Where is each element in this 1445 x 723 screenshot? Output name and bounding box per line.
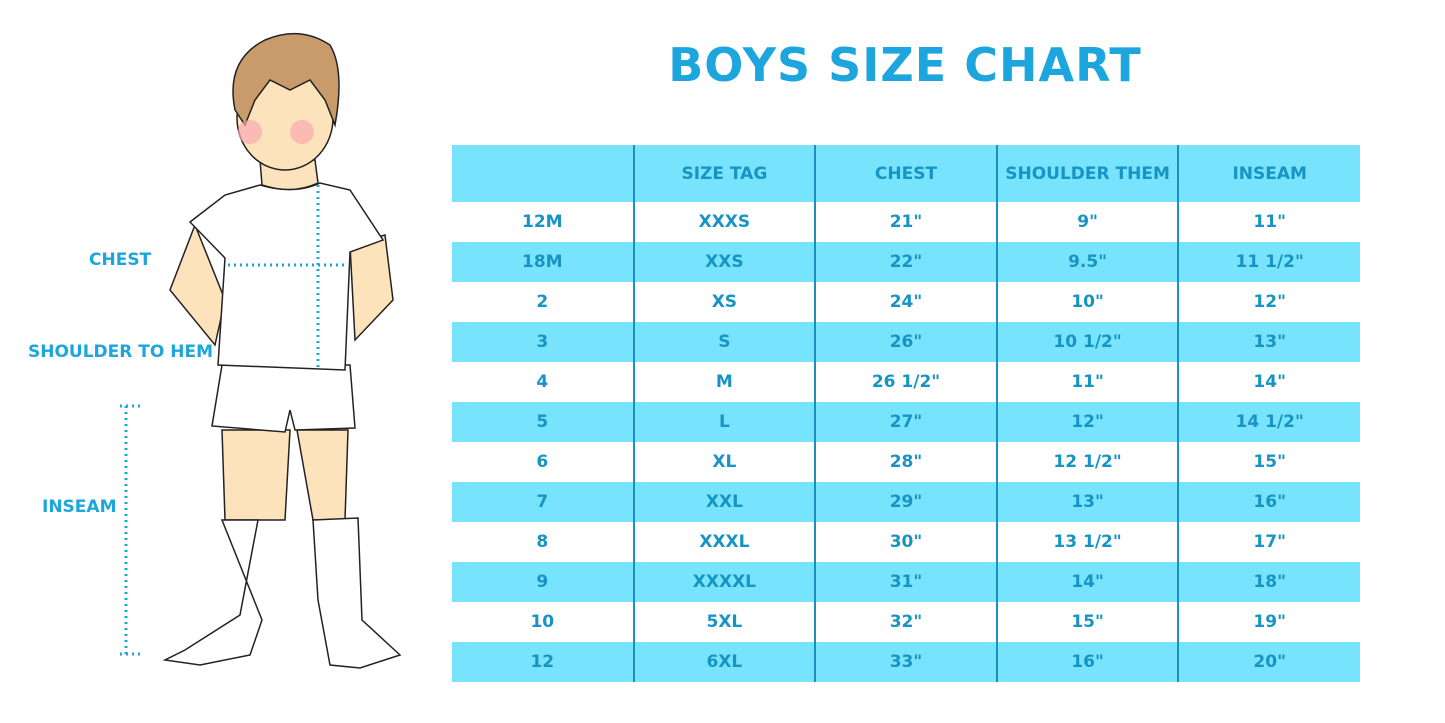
table-cell: 9 [452, 562, 634, 602]
table-cell: 27" [814, 402, 997, 442]
table-row: 18M XXS 22" 9.5" 11 1/2" [452, 242, 1360, 282]
table-cell: 12 [452, 642, 634, 682]
table-cell: 31" [814, 562, 997, 602]
table-cell: 12M [522, 212, 563, 232]
table-row: 12 6XL 33" 16" 20" [452, 642, 1360, 682]
table-cell: 11" [995, 362, 1179, 402]
table-cell: 10 [530, 612, 555, 632]
table-cell: 10 1/2" [995, 322, 1179, 362]
table-cell: 26 1/2" [814, 362, 997, 402]
table-row: 2 XS 24" 10" 12" [452, 282, 1360, 322]
table-cell: 26" [814, 322, 997, 362]
column-header: CHEST [814, 145, 997, 202]
inseam-label: INSEAM [42, 497, 117, 517]
table-row: 4 M 26 1/2" 11" 14" [452, 362, 1360, 402]
table-row: 5 L 27" 12" 14 1/2" [452, 402, 1360, 442]
table-cell: XXXS [632, 202, 816, 242]
table-cell: 17" [1177, 522, 1360, 562]
table-cell: 3 [452, 322, 634, 362]
table-row: 10 5XL 32" 15" 19" [452, 602, 1360, 642]
table-cell: 11 1/2" [1177, 242, 1360, 282]
table-cell: 9.5" [995, 242, 1179, 282]
page-title: BOYS SIZE CHART [668, 38, 1142, 92]
table-cell: 13" [1177, 322, 1360, 362]
table-row: 12M XXXS 21" 9" 11" [452, 202, 1360, 242]
table-header-row: SIZE TAG CHEST SHOULDER THEM INSEAM [452, 145, 1360, 202]
table-cell: 13" [995, 482, 1179, 522]
table-cell: 12 1/2" [995, 442, 1179, 482]
table-cell: 15" [1177, 442, 1360, 482]
table-cell: 18" [1177, 562, 1360, 602]
table-cell: 29" [814, 482, 997, 522]
table-cell: 11" [1177, 202, 1360, 242]
table-cell: XS [632, 282, 816, 322]
table-cell: 5XL [632, 602, 816, 642]
table-row: 6 XL 28" 12 1/2" 15" [452, 442, 1360, 482]
table-cell: 21" [814, 202, 997, 242]
table-cell: 6 [536, 452, 549, 472]
table-cell: XXXXL [632, 562, 816, 602]
table-cell: 9" [995, 202, 1179, 242]
table-cell: XXS [632, 242, 816, 282]
table-cell: 14" [1177, 362, 1360, 402]
table-cell: 4 [536, 372, 549, 392]
table-cell: 19" [1177, 602, 1360, 642]
table-cell: 32" [814, 602, 997, 642]
table-cell: 6XL [632, 642, 816, 682]
table-cell: 15" [995, 602, 1179, 642]
column-header: INSEAM [1177, 145, 1360, 202]
table-cell: 16" [1177, 482, 1360, 522]
chest-label: CHEST [89, 250, 152, 270]
table-cell: 7 [452, 482, 634, 522]
table-cell: 24" [814, 282, 997, 322]
table-cell: 13 1/2" [995, 522, 1179, 562]
column-header: SIZE TAG [632, 145, 816, 202]
table-cell: 30" [814, 522, 997, 562]
table-cell: S [632, 322, 816, 362]
table-cell: 14 1/2" [1177, 402, 1360, 442]
table-cell: 12" [1177, 282, 1360, 322]
shoulder-to-hem-label: SHOULDER TO HEM [28, 342, 214, 362]
table-cell: L [632, 402, 816, 442]
table-row: 7 XXL 29" 13" 16" [452, 482, 1360, 522]
table-cell: 22" [814, 242, 997, 282]
column-header [452, 145, 634, 202]
table-row: 9 XXXXL 31" 14" 18" [452, 562, 1360, 602]
table-cell: 14" [995, 562, 1179, 602]
table-cell: 2 [536, 292, 549, 312]
table-cell: XXXL [632, 522, 816, 562]
column-header: SHOULDER THEM [995, 145, 1179, 202]
table-cell: 10" [995, 282, 1179, 322]
table-row: 3 S 26" 10 1/2" 13" [452, 322, 1360, 362]
table-cell: 28" [814, 442, 997, 482]
table-cell: M [632, 362, 816, 402]
table-cell: 12" [995, 402, 1179, 442]
table-cell: 8 [536, 532, 549, 552]
table-cell: 20" [1177, 642, 1360, 682]
size-table: SIZE TAG CHEST SHOULDER THEM INSEAM 12M XXXS… [452, 145, 1360, 682]
table-cell: 33" [814, 642, 997, 682]
table-row: 8 XXXL 30" 13 1/2" 17" [452, 522, 1360, 562]
table-cell: 16" [995, 642, 1179, 682]
table-cell: 5 [452, 402, 634, 442]
boy-illustration [120, 32, 402, 669]
table-cell: 18M [452, 242, 634, 282]
table-cell: XXL [632, 482, 816, 522]
table-cell: XL [632, 442, 816, 482]
